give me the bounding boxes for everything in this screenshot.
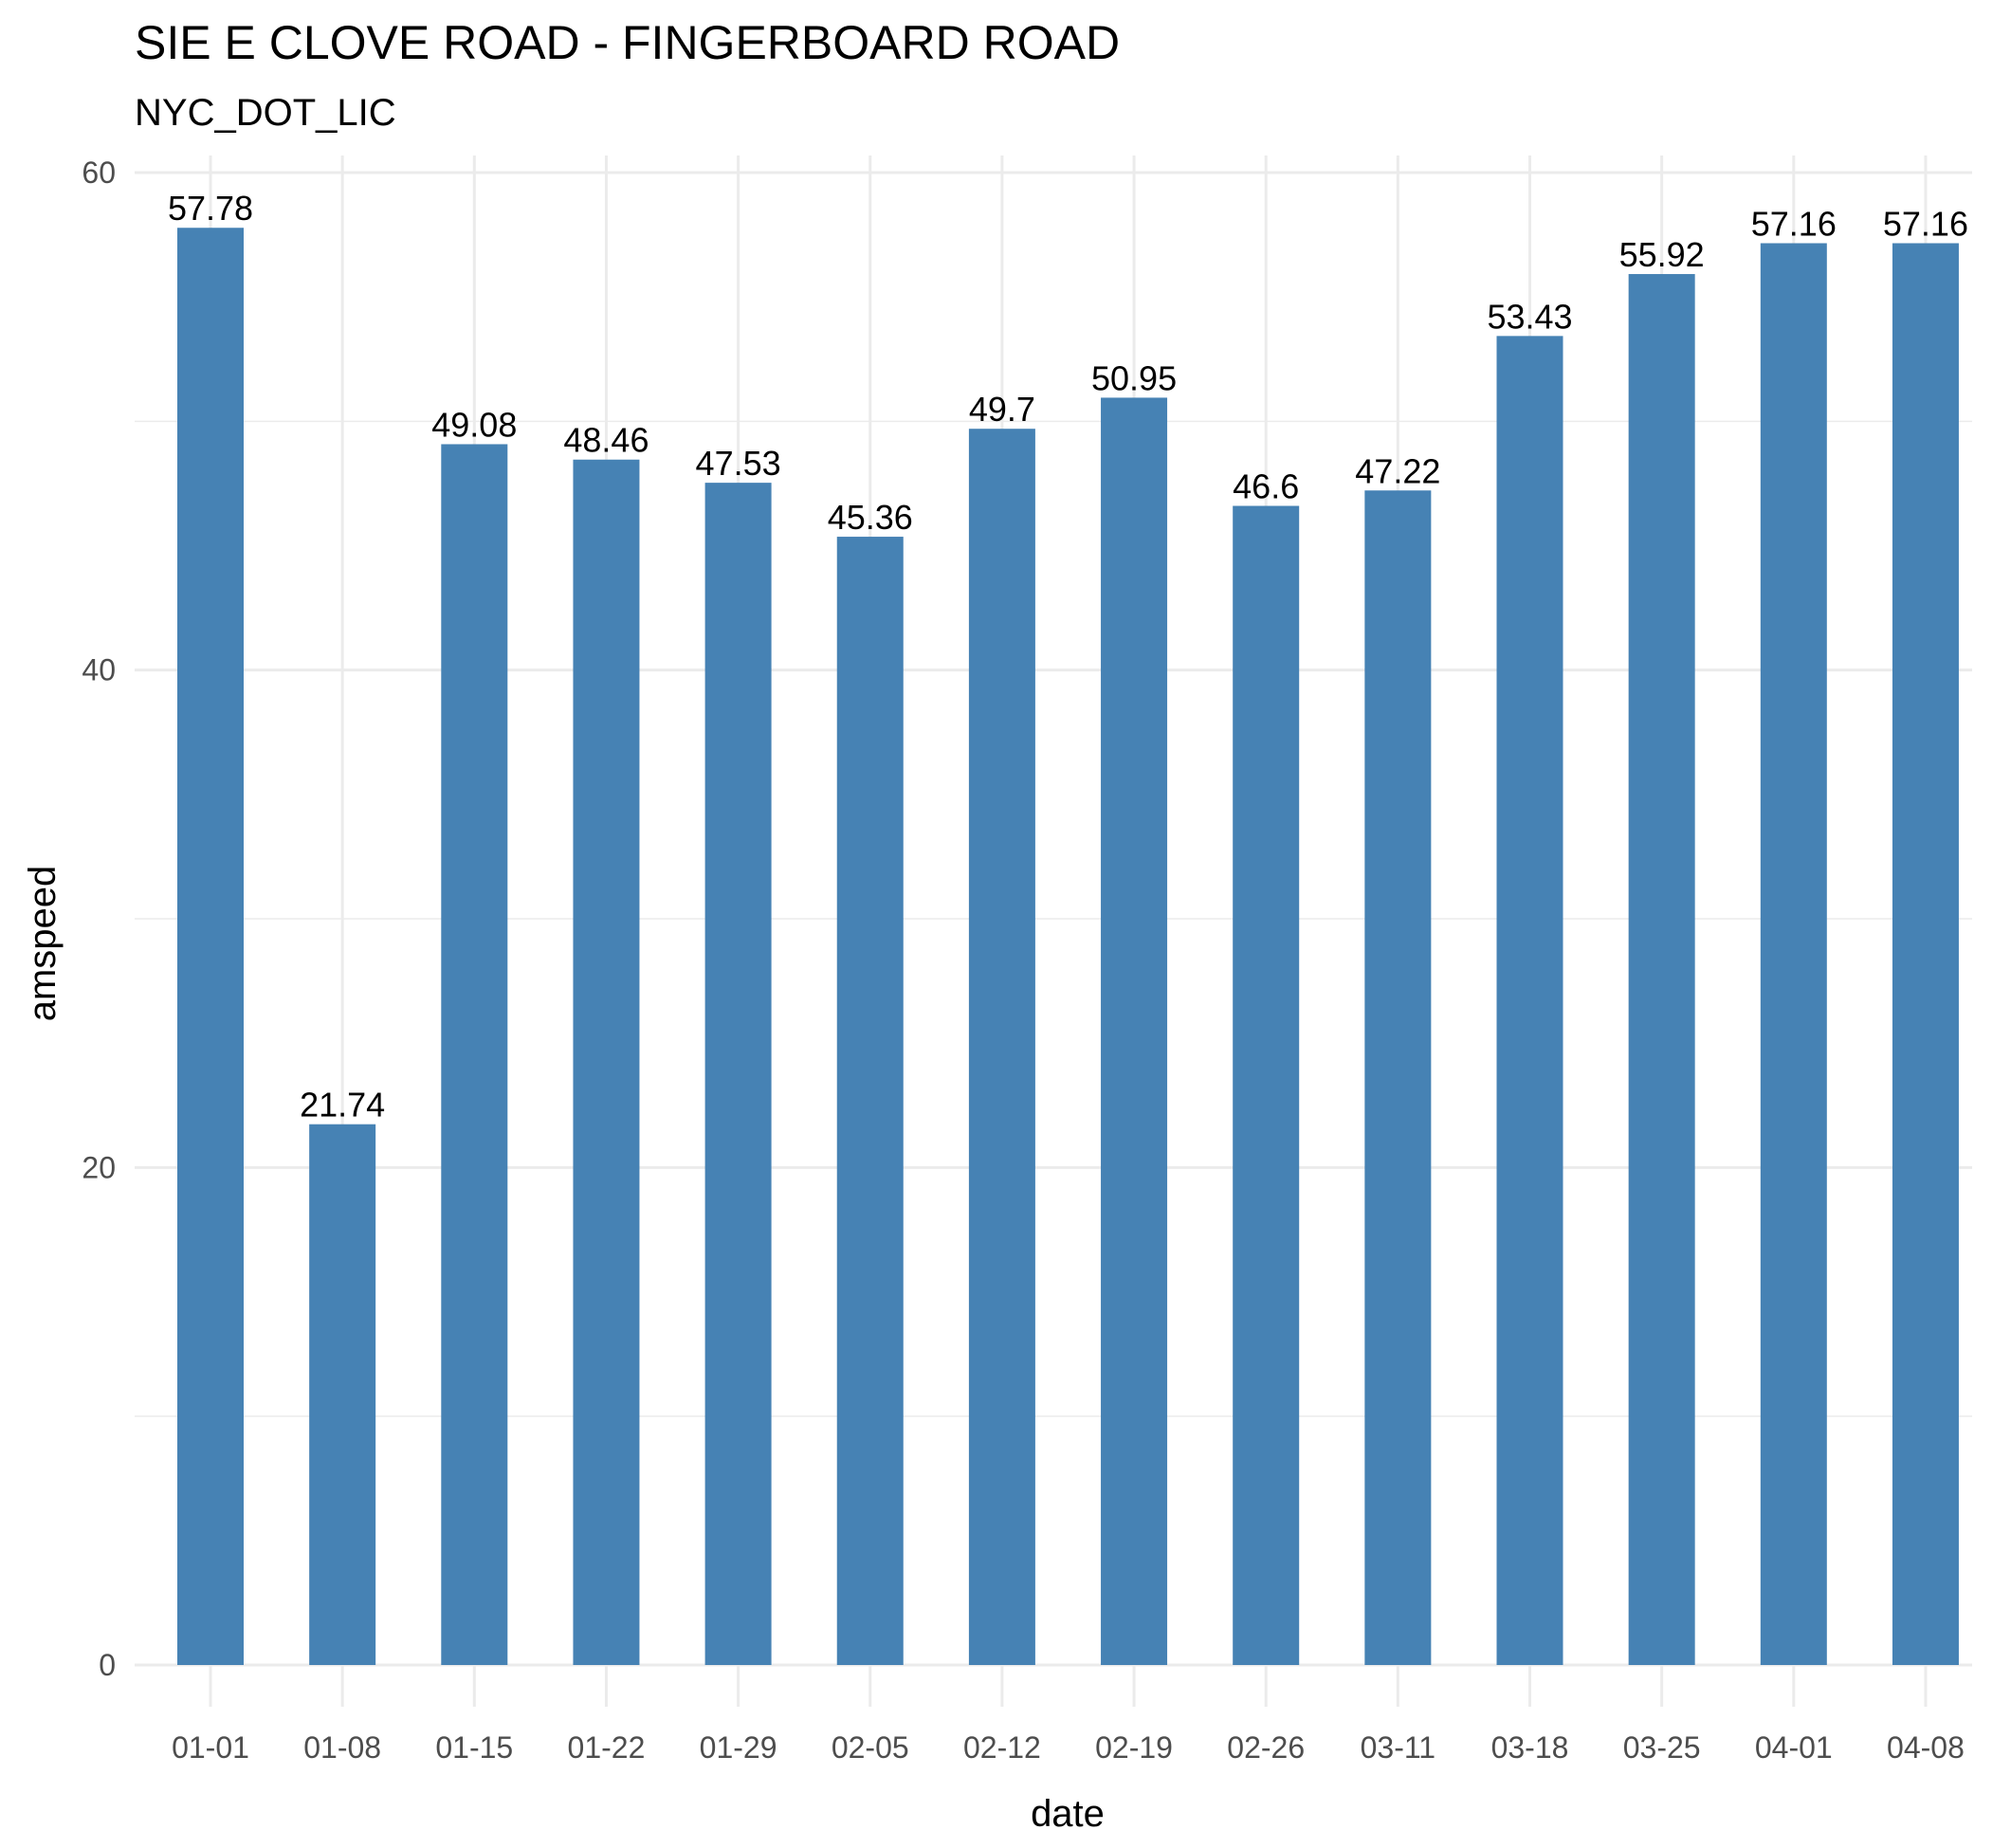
x-tick-label: 01-08 (303, 1730, 381, 1765)
bar (177, 228, 244, 1665)
chart-title: SIE E CLOVE ROAD - FINGERBOARD ROAD (135, 16, 1120, 69)
x-tick-label: 04-08 (1887, 1730, 1965, 1765)
bar-value-labels: 57.78 21.74 49.08 48.46 47.53 45.36 49.7 50.95 4… (168, 189, 1968, 1124)
y-tick-label: 60 (82, 156, 116, 190)
x-tick-label: 01-01 (172, 1730, 249, 1765)
y-tick-label: 20 (82, 1150, 116, 1184)
y-tick-label: 0 (99, 1648, 116, 1682)
x-tick-label: 03-11 (1361, 1730, 1435, 1765)
x-tick-label: 02-19 (1095, 1730, 1173, 1765)
bar-value-label: 46.6 (1233, 467, 1299, 506)
bar-value-label: 47.22 (1355, 451, 1440, 490)
bars (177, 228, 1959, 1666)
y-axis-tick-labels: 0 20 40 60 (82, 156, 116, 1682)
bar-value-label: 49.08 (431, 405, 517, 444)
bar (1364, 490, 1432, 1666)
x-tick-label: 01-29 (700, 1730, 777, 1765)
x-tick-label: 01-15 (435, 1730, 513, 1765)
chart-subtitle: NYC_DOT_LIC (135, 92, 396, 134)
bar-value-label: 50.95 (1091, 358, 1177, 397)
bar (573, 459, 640, 1665)
bar-value-label: 21.74 (300, 1086, 385, 1125)
bar (1892, 243, 1959, 1665)
x-tick-label: 03-18 (1491, 1730, 1569, 1765)
bar-value-label: 47.53 (696, 444, 781, 483)
bar (1628, 274, 1695, 1666)
bar-value-label: 57.16 (1751, 205, 1837, 244)
bar (836, 537, 904, 1665)
x-tick-label: 03-25 (1623, 1730, 1701, 1765)
y-axis-title: amspeed (22, 866, 64, 1022)
bar (968, 429, 1035, 1665)
bar (1760, 243, 1827, 1665)
x-axis-title: date (1031, 1793, 1105, 1835)
bar-value-label: 48.46 (563, 421, 649, 460)
gridlines (135, 156, 1972, 1707)
x-axis-tick-labels: 01-01 01-08 01-15 01-22 01-29 02-05 02-12 02-19… (172, 1730, 1965, 1765)
bar-value-label: 57.78 (168, 189, 253, 228)
bar-value-label: 45.36 (828, 498, 913, 537)
bar (704, 483, 772, 1666)
y-tick-label: 40 (82, 653, 116, 687)
bar (441, 444, 508, 1665)
x-tick-label: 01-22 (568, 1730, 646, 1765)
bar (1496, 336, 1563, 1665)
bar (1101, 397, 1168, 1666)
x-tick-label: 02-12 (963, 1730, 1041, 1765)
x-tick-label: 02-26 (1227, 1730, 1305, 1765)
bar (309, 1124, 376, 1665)
bar-value-label: 55.92 (1619, 235, 1705, 274)
bar-value-label: 57.16 (1883, 205, 1968, 244)
x-tick-label: 04-01 (1755, 1730, 1833, 1765)
bar-value-label: 53.43 (1487, 297, 1572, 336)
bar-value-label: 49.7 (969, 390, 1035, 429)
x-tick-label: 02-05 (832, 1730, 909, 1765)
bar (1233, 505, 1300, 1666)
